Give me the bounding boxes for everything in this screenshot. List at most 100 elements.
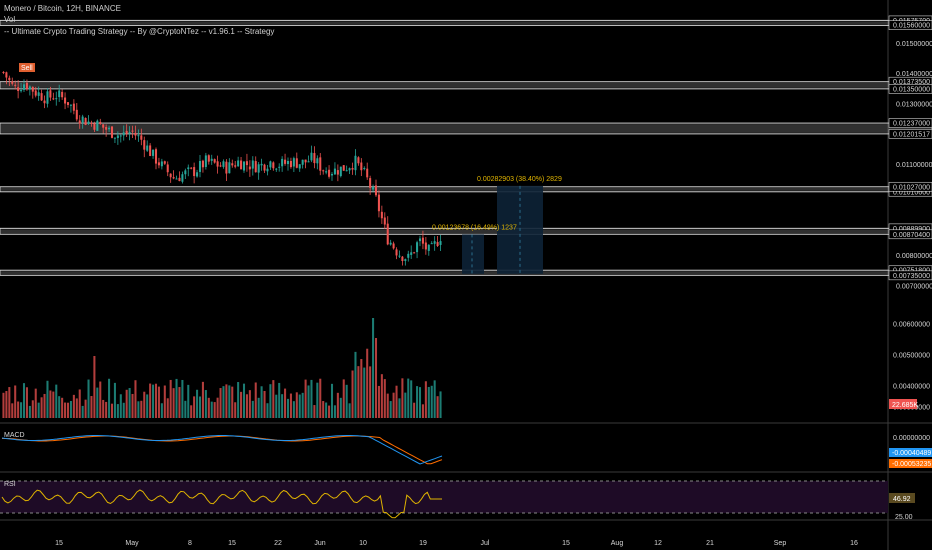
volume-bar [242, 383, 246, 418]
volume-bar [128, 388, 131, 418]
candle-body [240, 160, 243, 170]
sr-zone-border [0, 19, 932, 26]
volume-bar [184, 400, 187, 418]
candle-body [304, 159, 307, 163]
candle-body [93, 123, 96, 130]
volume-bar [298, 394, 301, 418]
candle-body [152, 149, 155, 156]
volume-bar [231, 386, 234, 418]
candle-body [113, 137, 116, 139]
volume-bar [14, 385, 17, 418]
volume-bar [96, 387, 99, 418]
time-tick-label: 12 [654, 540, 662, 547]
volume-bar [34, 388, 37, 418]
volume-bar [5, 391, 8, 418]
volume-bar [278, 382, 281, 418]
candle-body [198, 161, 202, 172]
time-tick-label: 15 [55, 540, 63, 547]
candle-body [301, 159, 304, 165]
candle-body [386, 223, 389, 245]
candle-body [49, 90, 52, 98]
volume-bar [339, 397, 342, 418]
candle-body [336, 170, 339, 175]
time-tick-label: 10 [359, 540, 367, 547]
price-level-label: 0.01560000 [893, 23, 930, 30]
volume-bar [108, 378, 111, 418]
candle-body [436, 242, 439, 246]
volume-bar [307, 385, 310, 418]
candle-body [210, 158, 213, 161]
candle-body [360, 162, 363, 171]
candle-body [234, 165, 237, 167]
volume-bar [116, 404, 119, 418]
volume-bar [336, 392, 339, 418]
candle-body [307, 161, 310, 163]
candle-body [40, 93, 43, 101]
volume-bar [143, 391, 146, 418]
volume-bar [333, 405, 336, 418]
volume-bar [55, 384, 58, 418]
volume-bars [2, 318, 442, 418]
candle-body [351, 167, 354, 170]
candle-body [110, 126, 114, 138]
volume-bar [372, 318, 375, 418]
volume-bar [398, 398, 401, 418]
volume-bar [222, 386, 225, 418]
volume-bar [374, 338, 378, 418]
volume-bar [137, 401, 140, 418]
time-tick-label: 8 [188, 540, 192, 547]
volume-bar [410, 380, 413, 418]
candle-body [395, 249, 398, 256]
candle-body [310, 152, 313, 161]
volume-bar [295, 392, 298, 418]
volume-bar [275, 394, 278, 418]
volume-bar [418, 387, 422, 418]
candle-body [392, 243, 395, 249]
price-level-label: 0.01201517 [893, 131, 930, 138]
volume-axis: 0.006000000.005000000.004000000.00300000… [889, 322, 930, 412]
volume-bar [134, 380, 137, 418]
signal-value-badge [889, 459, 932, 468]
target-label-small: 0.00123678 (16.49%) 1237 [432, 224, 517, 231]
candle-body [421, 237, 424, 244]
candle-body [427, 244, 430, 251]
candle-body [128, 132, 131, 134]
strategy-label[interactable]: -- Ultimate Crypto Trading Strategy -- B… [4, 27, 275, 36]
candle-body [34, 90, 37, 96]
volume-bar [110, 403, 114, 418]
volume-bar [163, 385, 166, 418]
volume-bar [140, 400, 143, 418]
volume-bar [154, 383, 158, 418]
macd-zero-label: 0.00000000 [893, 435, 930, 442]
macd: MACD [1, 432, 443, 465]
time-tick-label: 19 [419, 540, 427, 547]
sr-zone-fill [0, 187, 932, 191]
volume-bar [58, 396, 61, 418]
volume-bar [225, 384, 228, 418]
volume-bar [386, 393, 389, 418]
price-level-label: 0.01027000 [893, 184, 930, 191]
sr-zone-border [0, 227, 932, 235]
candle-body [8, 77, 11, 81]
volume-bar [254, 382, 257, 418]
volume-bar [351, 370, 354, 418]
volume-bar [113, 382, 116, 418]
rsi-value-badge [889, 493, 915, 503]
volume-bar [369, 366, 372, 418]
volume-bar [149, 383, 152, 418]
volume-bar [201, 381, 204, 418]
candle-body [363, 168, 366, 170]
sr-zone-fill [0, 21, 932, 25]
candle-body [289, 160, 292, 168]
volume-bar [2, 392, 5, 418]
time-tick-label: 15 [228, 540, 236, 547]
candle-body [17, 87, 20, 91]
candle-body [407, 253, 410, 258]
volume-bar [304, 379, 307, 418]
candle-body [339, 166, 342, 177]
volume-bar [146, 394, 149, 418]
price-tick-label: 0.01400000 [896, 71, 932, 78]
volume-bar [81, 405, 84, 418]
price-level-label: 0.01350000 [893, 86, 930, 93]
